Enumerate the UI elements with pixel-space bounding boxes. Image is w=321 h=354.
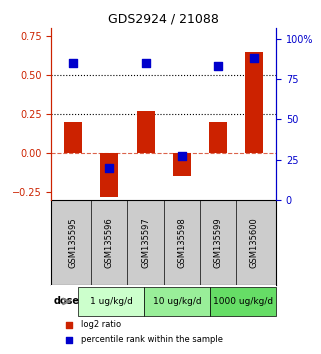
Point xyxy=(107,165,112,170)
FancyBboxPatch shape xyxy=(78,287,144,316)
Text: GSM135596: GSM135596 xyxy=(105,217,114,268)
Text: 10 ug/kg/d: 10 ug/kg/d xyxy=(153,297,202,306)
Text: 1 ug/kg/d: 1 ug/kg/d xyxy=(90,297,133,306)
Point xyxy=(252,56,257,61)
FancyBboxPatch shape xyxy=(144,287,210,316)
Bar xyxy=(100,153,118,196)
Text: GSM135597: GSM135597 xyxy=(141,217,150,268)
Point xyxy=(143,60,148,66)
Text: GSM135600: GSM135600 xyxy=(250,217,259,268)
Bar xyxy=(245,52,263,153)
FancyBboxPatch shape xyxy=(210,287,276,316)
Text: GSM135599: GSM135599 xyxy=(213,217,222,268)
Point xyxy=(67,322,72,328)
Text: log2 ratio: log2 ratio xyxy=(81,320,121,329)
Text: GSM135598: GSM135598 xyxy=(177,217,186,268)
Text: dose: dose xyxy=(54,296,80,307)
Point xyxy=(67,337,72,342)
Point xyxy=(215,63,221,69)
Bar xyxy=(209,122,227,153)
Bar xyxy=(136,111,155,153)
Bar xyxy=(173,153,191,176)
Bar xyxy=(64,122,82,153)
Point xyxy=(179,154,184,159)
Text: GSM135595: GSM135595 xyxy=(69,217,78,268)
Title: GDS2924 / 21088: GDS2924 / 21088 xyxy=(108,13,219,26)
Point xyxy=(71,60,76,66)
Text: percentile rank within the sample: percentile rank within the sample xyxy=(81,335,222,344)
Text: 1000 ug/kg/d: 1000 ug/kg/d xyxy=(213,297,273,306)
